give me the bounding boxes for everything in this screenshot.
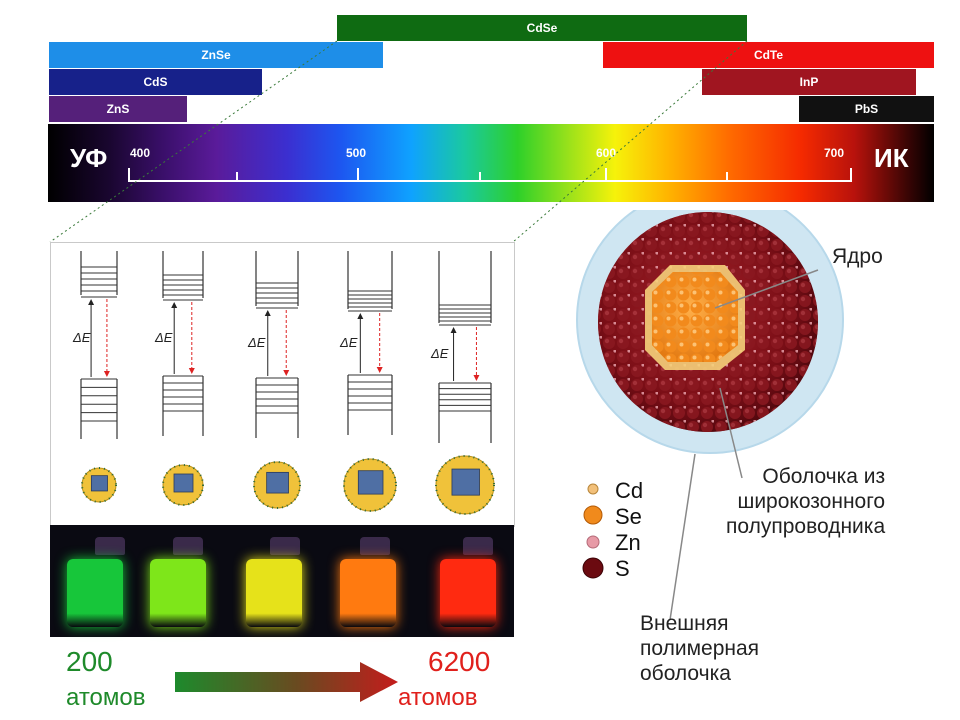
- vial-lime: [150, 559, 206, 627]
- vial-cap: [360, 537, 390, 555]
- polymer-shell-label: Внешняя полимерная оболочка: [640, 611, 759, 686]
- uv-label: УФ: [70, 143, 108, 173]
- bar-cds: CdS: [49, 69, 262, 95]
- level-group-4-delta-e: ΔE: [339, 335, 358, 350]
- level-group-2-dot-core: [173, 473, 194, 493]
- level-group-1-excitation-arrowhead: [88, 299, 95, 305]
- level-group-1-dot-core: [90, 475, 108, 492]
- vial-cap: [95, 537, 125, 555]
- polymer-label-line-3: оболочка: [640, 662, 731, 685]
- tick-700: 700: [824, 146, 845, 160]
- bar-cdse: CdSe: [337, 15, 747, 41]
- vial-cap: [463, 537, 493, 555]
- bar-cdte: CdTe: [603, 42, 934, 68]
- vial-cap: [270, 537, 300, 555]
- level-group-1-dot-ligands: [81, 467, 117, 503]
- level-group-3-dot-core: [266, 471, 289, 494]
- shell-label: Оболочка из широкозонного полупроводника: [726, 464, 885, 539]
- shell-label-line-3: полупроводника: [726, 515, 886, 538]
- max-atoms-unit: атомов: [398, 684, 478, 711]
- min-atoms-unit: атомов: [66, 684, 146, 711]
- level-group-4-dot-ligands: [343, 458, 397, 512]
- shell-label-line-1: Оболочка из: [762, 465, 886, 488]
- level-group-5-dot-ligands: [435, 455, 495, 515]
- level-group-3-emission-arrowhead: [283, 370, 290, 376]
- bar-cds-label: CdS: [143, 75, 168, 89]
- energy-level-panel: ΔE ΔE ΔE ΔE ΔE: [50, 242, 515, 527]
- tick-400: 400: [130, 146, 151, 160]
- level-group-2-delta-e: ΔE: [154, 330, 173, 345]
- vial-red: [440, 559, 496, 627]
- level-group-2-excitation-arrowhead: [171, 302, 178, 308]
- shell-label-line-2: широкозонного: [737, 490, 886, 513]
- level-group-3-delta-e: ΔE: [247, 335, 266, 350]
- max-atoms-value: 6200: [428, 646, 491, 677]
- bar-zns: ZnS: [49, 96, 187, 122]
- core-label: Ядро: [832, 245, 883, 268]
- polymer-label-line-2: полимерная: [640, 637, 760, 660]
- legend-s: S: [615, 556, 630, 581]
- bar-znse-label: ZnSe: [201, 48, 231, 62]
- energy-level-diagrams: ΔE ΔE ΔE ΔE ΔE: [72, 251, 495, 515]
- nanoparticle-diagram: [576, 210, 844, 621]
- level-group-4-emission-arrowhead: [376, 367, 383, 373]
- level-group-3-excitation-arrowhead: [264, 310, 271, 316]
- vial-yellow: [246, 559, 302, 627]
- size-arrow: [175, 662, 398, 702]
- bar-inp-label: InP: [799, 75, 819, 89]
- legend-se: Se: [615, 504, 642, 529]
- visible-spectrum: [48, 124, 934, 202]
- bar-zns-label: ZnS: [106, 102, 130, 116]
- tick-500: 500: [346, 146, 367, 160]
- legend-cd: Cd: [615, 478, 644, 503]
- bar-cdse-label: CdSe: [526, 21, 558, 35]
- bar-pbs: PbS: [799, 96, 934, 122]
- bar-pbs-label: PbS: [854, 102, 879, 116]
- tick-600: 600: [596, 146, 617, 160]
- level-group-5-delta-e: ΔE: [430, 346, 449, 361]
- legend-zn: Zn: [615, 530, 641, 555]
- level-group-5-excitation-arrowhead: [450, 327, 457, 333]
- spectrum-scale: [49, 40, 852, 243]
- level-group-2-dot-ligands: [162, 464, 204, 506]
- min-atoms-value: 200: [66, 646, 113, 677]
- level-group-1-emission-arrowhead: [103, 371, 110, 377]
- vial-cap: [173, 537, 203, 555]
- vial-orange: [340, 559, 396, 627]
- level-group-4-dot-core: [357, 470, 384, 495]
- level-group-1-delta-e: ΔE: [72, 330, 91, 345]
- level-group-5-emission-arrowhead: [473, 375, 480, 381]
- level-group-3-dot-ligands: [253, 461, 301, 509]
- bar-inp: InP: [702, 69, 916, 95]
- vial-green: [67, 559, 123, 627]
- polymer-label-line-1: Внешняя: [640, 612, 729, 635]
- ir-label: ИК: [874, 143, 909, 173]
- level-group-5-dot-core: [451, 468, 480, 496]
- bar-znse: ZnSe: [49, 42, 383, 68]
- quantum-dot-vials: [50, 525, 514, 637]
- level-group-4-excitation-arrowhead: [357, 313, 364, 319]
- bar-cdte-label: CdTe: [753, 48, 784, 62]
- level-group-2-emission-arrowhead: [188, 368, 195, 374]
